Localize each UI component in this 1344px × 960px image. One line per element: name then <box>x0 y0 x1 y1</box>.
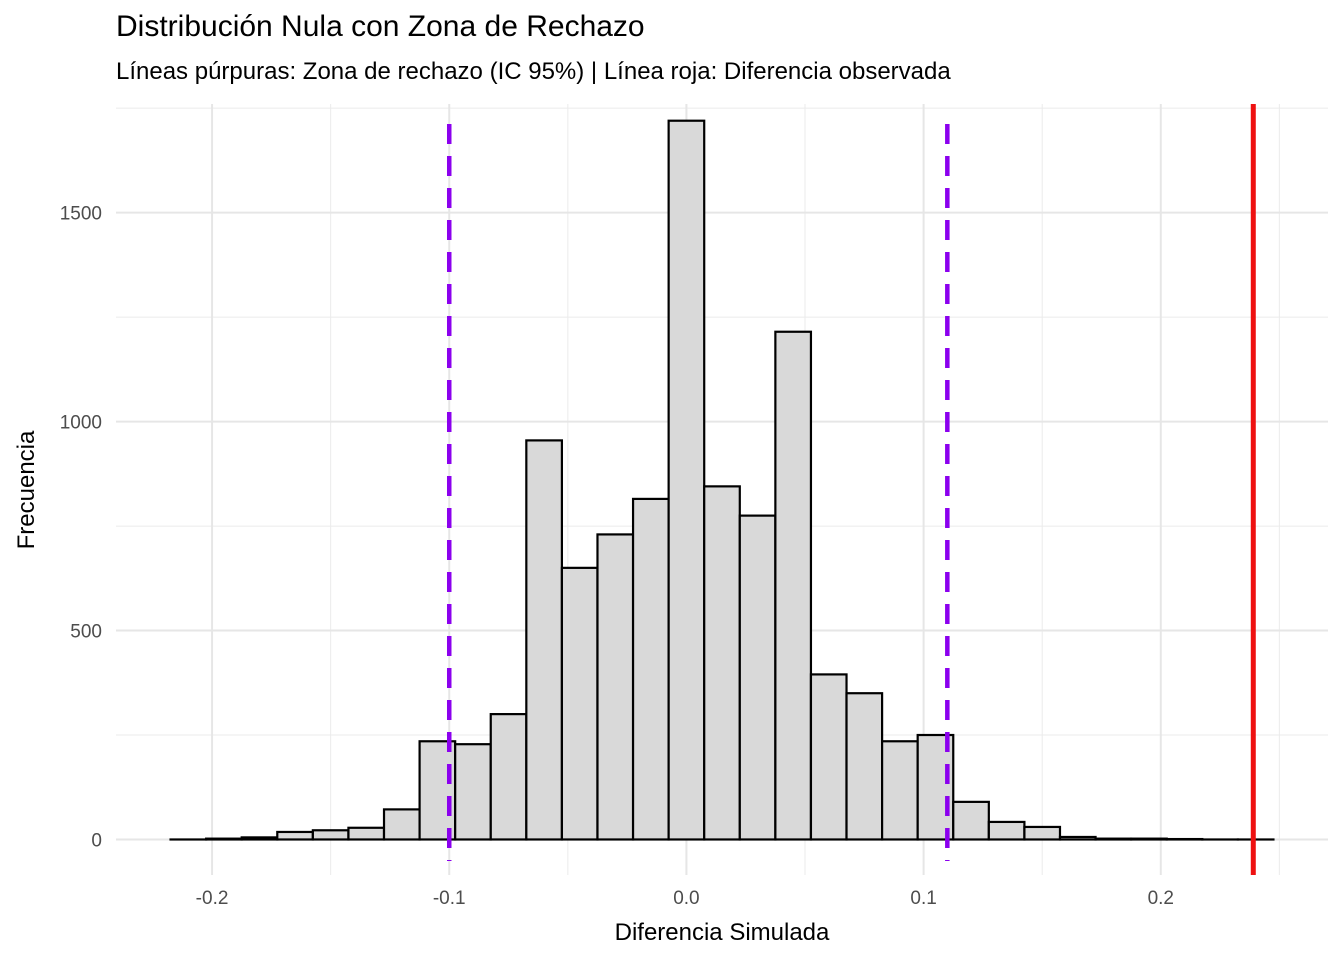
histogram-bar <box>596 533 635 841</box>
chart-subtitle: Líneas púrpuras: Zona de rechazo (IC 95%… <box>116 58 951 85</box>
reference-lines <box>446 104 1256 875</box>
histogram-bar <box>809 673 848 841</box>
y-axis-title: Frecuencia <box>13 430 40 549</box>
histogram-bar <box>631 497 670 841</box>
histogram-bar <box>276 830 314 841</box>
histogram-bar <box>418 740 457 841</box>
x-axis-title: Diferencia Simulada <box>615 919 830 946</box>
histogram-bar <box>987 820 1026 841</box>
x-tick-label: 0.1 <box>910 888 936 909</box>
histogram-bar <box>1023 825 1062 841</box>
histogram-bar <box>347 826 386 841</box>
x-tick-label: 0.2 <box>1148 888 1174 909</box>
histogram-bar <box>489 713 528 841</box>
histogram-bar <box>525 439 564 841</box>
histogram-bar <box>1094 837 1133 841</box>
histogram-bar <box>1058 835 1097 841</box>
histogram-bar <box>240 836 279 841</box>
histogram-bar <box>1130 837 1168 841</box>
x-tick-label: 0.0 <box>673 888 699 909</box>
y-axis-ticks: 0 500 1000 1500 <box>60 204 102 852</box>
histogram-bar <box>311 829 350 841</box>
chart-title: Distribución Nula con Zona de Rechazo <box>116 10 645 43</box>
histogram-bar <box>774 330 813 841</box>
y-tick-label: 1500 <box>60 204 102 225</box>
y-tick-label: 0 <box>91 830 102 851</box>
histogram-bar <box>880 740 919 841</box>
histogram-bar <box>916 733 955 841</box>
histogram-bar <box>560 566 599 841</box>
histogram-bars <box>169 119 1275 841</box>
histogram-bar <box>738 514 777 841</box>
histogram-bar <box>845 692 884 841</box>
histogram-bar <box>382 808 421 841</box>
histogram-bar <box>205 837 243 841</box>
x-axis-ticks: -0.2 -0.1 0.0 0.1 0.2 <box>196 888 1174 909</box>
histogram-bar <box>703 485 741 841</box>
x-tick-label: -0.1 <box>433 888 466 909</box>
y-tick-label: 500 <box>70 622 102 643</box>
y-tick-label: 1000 <box>60 413 102 434</box>
histogram-bar <box>952 800 990 841</box>
histogram-bar <box>454 743 492 841</box>
x-tick-label: -0.2 <box>196 888 229 909</box>
histogram-bar <box>667 119 706 841</box>
